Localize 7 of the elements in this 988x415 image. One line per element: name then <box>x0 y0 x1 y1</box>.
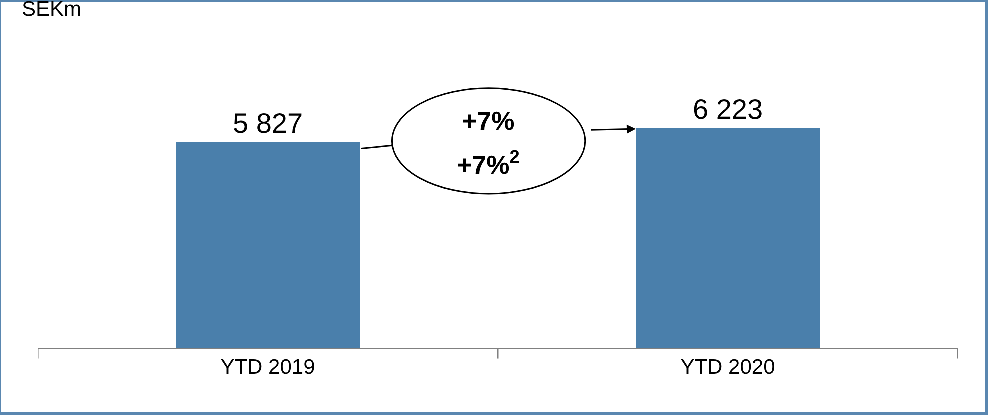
x-tick-label: YTD 2020 <box>680 356 776 380</box>
x-tick-label: YTD 2019 <box>220 356 316 380</box>
text: SEKm <box>22 0 82 21</box>
annotation: +7%$^{2}$ <box>457 147 520 180</box>
annotation: +7% <box>462 106 515 136</box>
data-label: 5 827 <box>232 108 304 139</box>
data-label: 6 223 <box>692 94 764 125</box>
